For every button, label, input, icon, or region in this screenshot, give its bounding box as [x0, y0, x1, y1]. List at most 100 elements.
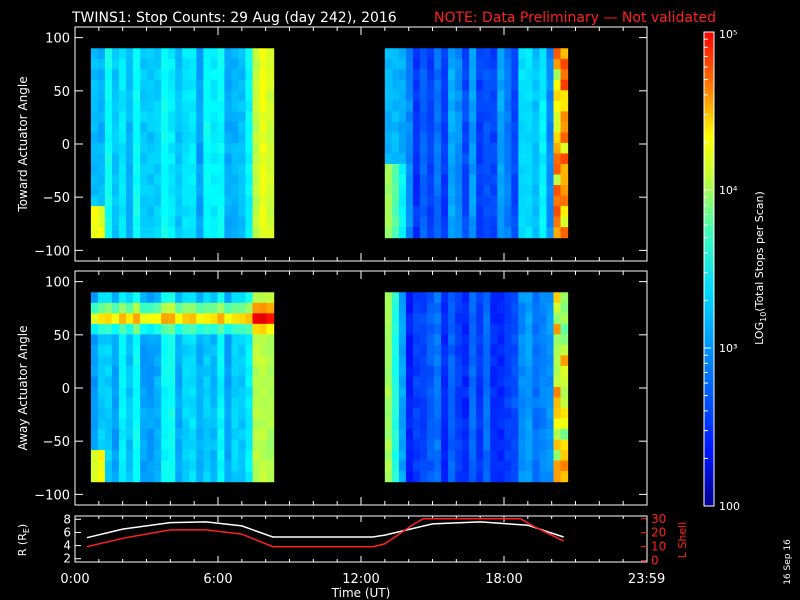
- heatmap-cell: [245, 153, 254, 165]
- heatmap-cell: [217, 376, 226, 388]
- heatmap-cell: [104, 313, 113, 325]
- heatmap-cell: [546, 313, 555, 325]
- heatmap-cell: [231, 302, 240, 314]
- heatmap-cell: [398, 450, 407, 462]
- heatmap-cell: [168, 90, 176, 102]
- heatmap-cell: [111, 334, 120, 346]
- heatmap-cell: [560, 185, 569, 197]
- heatmap-cell: [405, 344, 414, 356]
- heatmap-cell: [483, 471, 491, 483]
- heatmap-cell: [168, 323, 176, 335]
- heatmap-cell: [111, 206, 120, 218]
- heatmap-cell: [196, 355, 204, 367]
- heatmap-cell: [147, 397, 155, 409]
- heatmap-cell: [560, 58, 569, 70]
- heatmap-cell: [90, 323, 99, 335]
- heatmap-cell: [210, 355, 218, 367]
- heatmap-cell: [525, 90, 534, 102]
- heatmap-cell: [546, 153, 555, 165]
- heatmap-cell: [126, 206, 134, 218]
- heatmap-cell: [476, 163, 484, 176]
- heatmap-cell: [483, 100, 491, 112]
- heatmap-cell: [210, 376, 218, 388]
- heatmap-cell: [161, 429, 169, 441]
- heatmap-cell: [154, 132, 162, 144]
- heatmap-cell: [154, 90, 162, 102]
- heatmap-cell: [462, 90, 470, 102]
- heatmap-cell: [126, 313, 134, 325]
- heatmap-cell: [532, 69, 541, 81]
- heatmap-cell: [252, 90, 261, 102]
- heatmap-cell: [126, 79, 134, 91]
- heatmap-cell: [398, 323, 407, 335]
- heatmap-cell: [427, 111, 435, 123]
- heatmap-cell: [111, 386, 120, 399]
- heatmap-cell: [427, 313, 435, 325]
- heatmap-cell: [252, 397, 261, 409]
- heatmap-cell: [539, 153, 548, 165]
- heatmap-cell: [154, 292, 162, 304]
- heatmap-cell: [133, 195, 141, 207]
- heatmap-cell: [224, 216, 233, 228]
- heatmap-cell: [231, 376, 240, 388]
- heatmap-cell: [483, 292, 491, 304]
- heatmap-cell: [525, 132, 534, 144]
- heatmap-cell: [231, 386, 240, 399]
- heatmap-cell: [560, 121, 569, 134]
- heatmap-cell: [384, 418, 393, 430]
- heatmap-cell: [539, 355, 548, 367]
- heatmap-cell: [434, 121, 442, 134]
- heatmap-cell: [147, 48, 155, 60]
- heatmap-cell: [140, 227, 148, 239]
- heatmap-cell: [168, 471, 176, 483]
- heatmap-cell: [518, 195, 526, 207]
- heatmap-cell: [182, 334, 190, 346]
- heatmap-cell: [168, 58, 176, 70]
- heatmap-cell: [182, 429, 190, 441]
- heatmap-cell: [553, 206, 562, 218]
- heatmap-cell: [119, 206, 127, 218]
- heatmap-cell: [266, 216, 275, 228]
- heatmap-cell: [147, 460, 155, 472]
- heatmap-cell: [140, 376, 148, 388]
- heatmap-cell: [189, 386, 197, 399]
- y-tick-label: −50: [43, 435, 70, 450]
- heatmap-cell: [518, 111, 526, 123]
- heatmap-cell: [497, 100, 505, 112]
- heatmap-cell: [539, 439, 548, 451]
- heatmap-cell: [196, 58, 204, 70]
- bottom-panel-frame: [74, 515, 648, 563]
- heatmap-cell: [104, 111, 113, 123]
- heatmap-cell: [419, 450, 428, 462]
- heatmap-cell: [245, 195, 254, 207]
- heatmap-cell: [90, 90, 99, 102]
- heatmap-cell: [196, 69, 204, 81]
- heatmap-cell: [126, 323, 134, 335]
- heatmap-cell: [518, 100, 526, 112]
- heatmap-cell: [497, 142, 505, 155]
- heatmap-cell: [111, 111, 120, 123]
- heatmap-cell: [504, 418, 512, 430]
- heatmap-cell: [203, 111, 211, 123]
- heatmap-cell: [525, 439, 534, 451]
- heatmap-cell: [189, 376, 197, 388]
- heatmap-cell: [448, 313, 456, 325]
- heatmap-cell: [182, 376, 190, 388]
- heatmap-cell: [147, 121, 155, 134]
- heatmap-cell: [434, 302, 442, 314]
- heatmap-cell: [196, 344, 204, 356]
- heatmap-cell: [518, 206, 526, 218]
- heatmap-cell: [532, 365, 541, 378]
- heatmap-cell: [532, 313, 541, 325]
- heatmap-cell: [412, 90, 421, 102]
- heatmap-cell: [412, 355, 421, 367]
- heatmap-cell: [161, 450, 169, 462]
- heatmap-cell: [217, 90, 226, 102]
- heatmap-cell: [104, 386, 113, 399]
- heatmap-cell: [147, 471, 155, 483]
- heatmap-cell: [384, 216, 393, 228]
- heatmap-cell: [161, 302, 169, 314]
- heatmap-cell: [455, 195, 463, 207]
- heatmap-cell: [560, 450, 569, 462]
- heatmap-cell: [560, 365, 569, 378]
